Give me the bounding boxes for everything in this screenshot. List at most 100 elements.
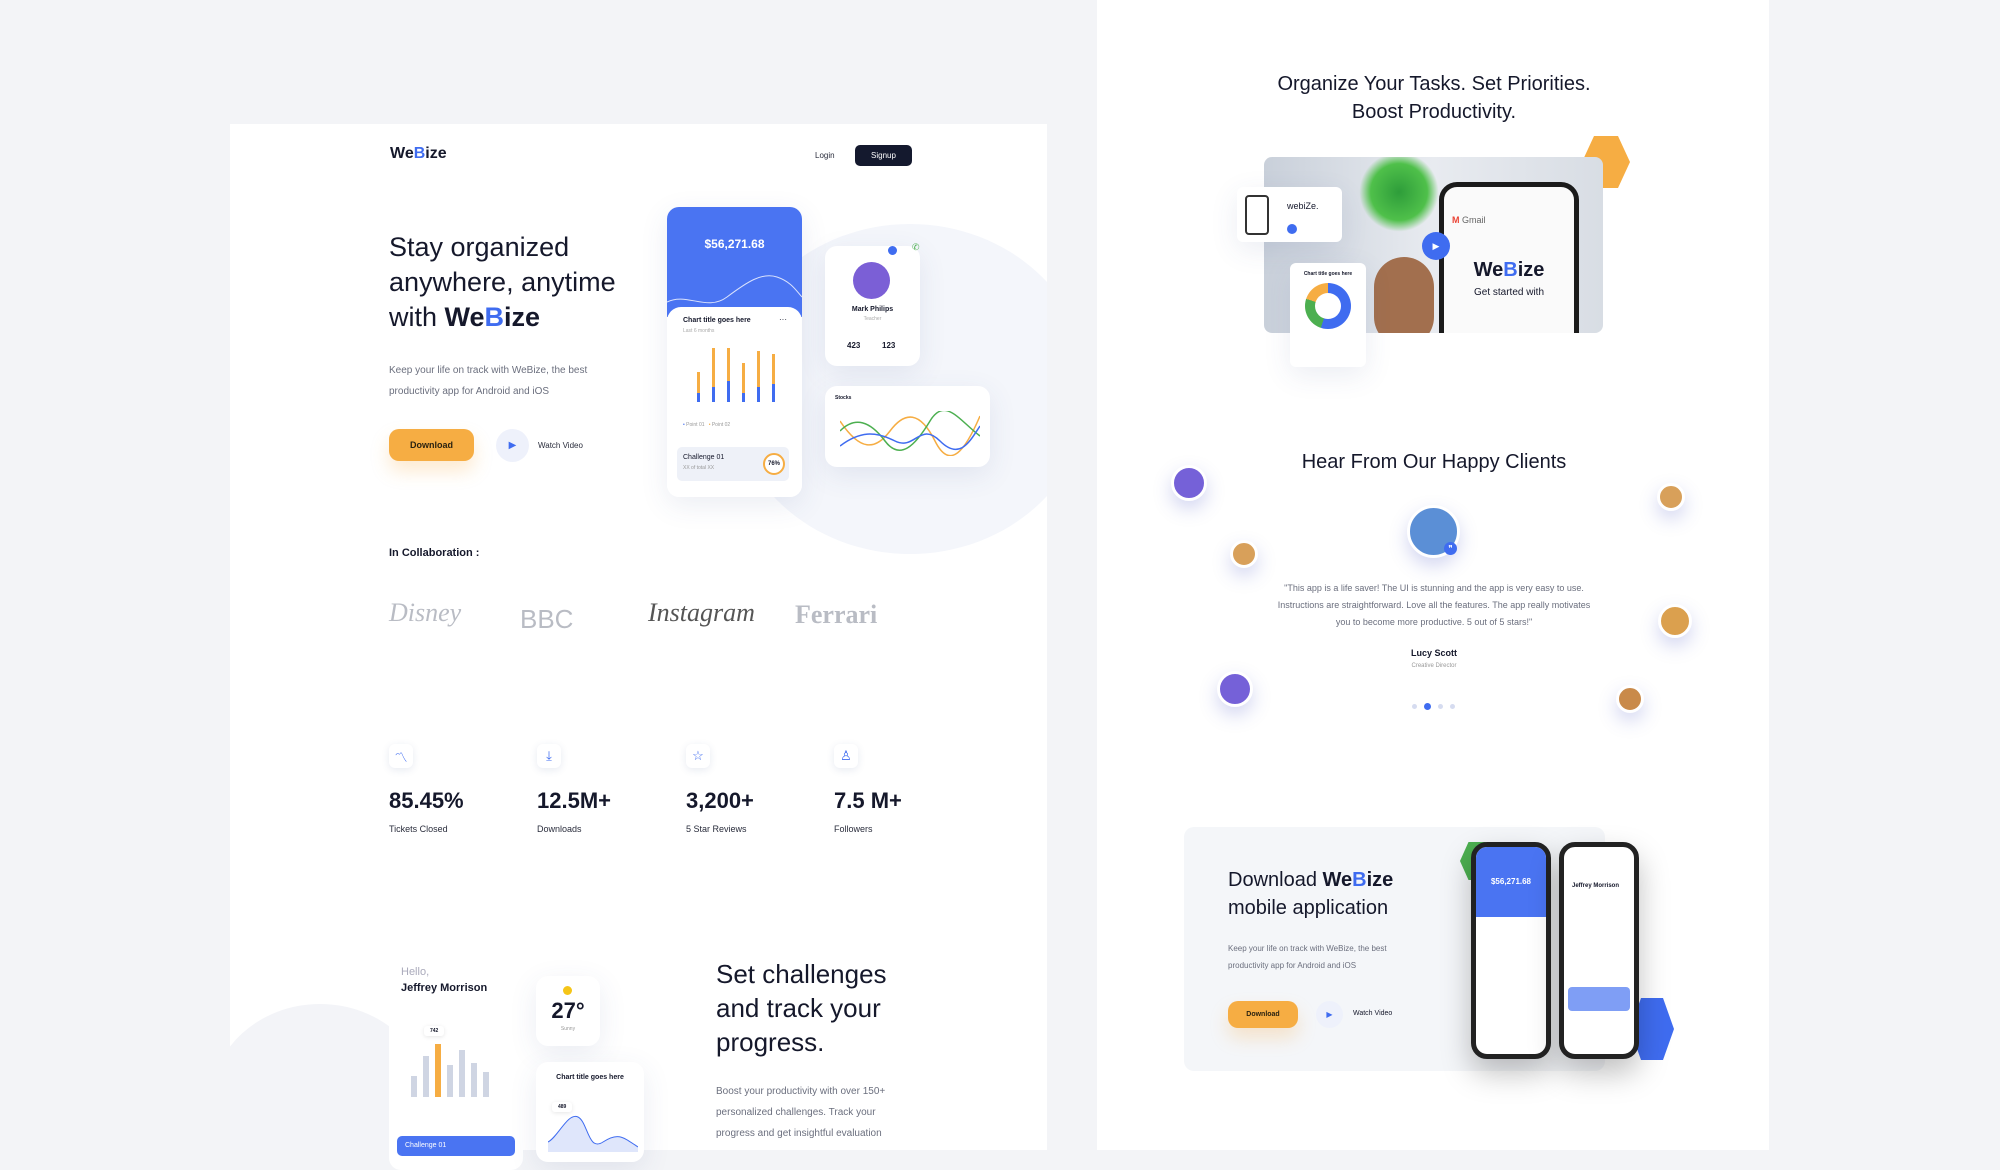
title-line: and track your: [716, 993, 881, 1023]
title-text: Download: [1228, 869, 1323, 891]
carousel-dot[interactable]: [1438, 704, 1443, 709]
plant-image: [1359, 157, 1439, 232]
phone-user: Jeffrey Morrison: [1572, 883, 1620, 889]
user-icon: ♙: [834, 744, 858, 768]
brand-accent: B: [1352, 869, 1367, 891]
temperature: 27°: [551, 998, 585, 1023]
login-link[interactable]: Login: [815, 151, 835, 160]
donut-card: Chart title goes here: [1290, 263, 1366, 367]
download-button[interactable]: Download: [389, 429, 474, 461]
phone-icon[interactable]: ✆: [912, 242, 920, 252]
legend-item: Point 02: [711, 422, 731, 428]
bar: [742, 393, 745, 402]
star-icon: ☆: [686, 744, 710, 768]
quote-line: Instructions are straightforward. Love a…: [1277, 600, 1591, 610]
hero-line: Stay organized: [389, 232, 570, 262]
stat-label: 5 Star Reviews: [686, 824, 747, 834]
logo-accent: B: [413, 145, 426, 162]
challenges-description: Boost your productivity with over 150+ p…: [716, 1081, 885, 1144]
desc-line: productivity app for Android and iOS: [389, 386, 550, 397]
download-title: Download WeBize mobile application: [1228, 866, 1393, 922]
quote-icon: ❞: [1444, 542, 1457, 555]
stat-value: 12.5M+: [537, 788, 611, 813]
promo-tagline: Get started with: [1473, 287, 1545, 298]
bar: [459, 1050, 465, 1097]
desc-line: Boost your productivity with over 150+: [716, 1086, 886, 1097]
profile-card: Mark Philips Teacher 423 123: [825, 246, 920, 366]
stat-label: Downloads: [537, 824, 582, 834]
challenge-sub: XX of total XX: [683, 465, 715, 471]
promo-brand: WeBize: [1444, 259, 1574, 282]
legend-item: Point 01: [686, 422, 705, 428]
client-avatar[interactable]: [1616, 685, 1644, 713]
sun-icon: [563, 986, 572, 995]
heading-line: Boost Productivity.: [1351, 101, 1517, 123]
carousel-dots: [1412, 703, 1455, 710]
client-avatar[interactable]: [1217, 671, 1253, 707]
bar-chart: [697, 347, 792, 402]
chart-title: Chart title goes here: [683, 317, 751, 324]
watch-video-link[interactable]: Watch Video: [538, 441, 583, 450]
stat-value: 3,200+: [686, 788, 754, 813]
play-button[interactable]: ▶: [496, 429, 529, 462]
quote-line: "This app is a life saver! The UI is stu…: [1284, 583, 1584, 593]
carousel-dot[interactable]: [1412, 704, 1417, 709]
weather-label: Sunny: [560, 1026, 576, 1032]
user-name: Jeffrey Morrison: [401, 982, 488, 994]
carousel-dot[interactable]: [1450, 704, 1455, 709]
client-avatar[interactable]: [1658, 604, 1692, 638]
bar: [411, 1075, 417, 1097]
chart-legend: • Point 01 • Point 02: [683, 422, 731, 428]
testimonial-quote: "This app is a life saver! The UI is stu…: [1184, 580, 1684, 631]
trend-icon: 〽: [389, 744, 413, 768]
instagram-logo[interactable]: Instagram: [648, 598, 755, 627]
title-line: Set challenges: [716, 959, 887, 989]
phone-mockup-dashboard: $56,271.68: [1471, 842, 1551, 1059]
bar: [727, 348, 730, 402]
hero-description: Keep your life on track with WeBize, the…: [389, 360, 587, 402]
balance-header: [667, 207, 802, 317]
client-avatar[interactable]: [1171, 465, 1207, 501]
donut-title: Chart title goes here: [1303, 271, 1353, 277]
stat-label: Followers: [834, 824, 873, 834]
video-play-button[interactable]: ▶: [1422, 232, 1450, 260]
title-line: progress.: [716, 1027, 825, 1057]
message-icon[interactable]: [888, 246, 897, 255]
brand: We: [1322, 869, 1353, 891]
client-avatar[interactable]: [1657, 483, 1685, 511]
bar: [757, 387, 760, 402]
weather-card: 27° Sunny: [536, 976, 600, 1046]
carousel-dot[interactable]: [1424, 703, 1431, 710]
gmail-text: Gmail: [1462, 215, 1486, 225]
challenge-progress-ring: 76%: [763, 453, 785, 475]
download-app-button[interactable]: Download: [1228, 1001, 1298, 1028]
brand: We: [444, 302, 485, 332]
watch-video-link[interactable]: Watch Video: [1353, 1010, 1393, 1017]
more-icon[interactable]: ···: [779, 315, 787, 324]
client-avatar[interactable]: [1230, 540, 1258, 568]
chart-subtitle: Last 6 months: [683, 328, 715, 334]
badge-value: 742: [430, 1028, 439, 1034]
disney-logo[interactable]: Disney: [389, 598, 462, 627]
mini-app-card: webiZe.: [1237, 187, 1342, 242]
bar: [712, 387, 715, 402]
chart-badge: 489: [552, 1102, 573, 1112]
challenge-button[interactable]: Challenge 01: [397, 1136, 515, 1156]
landing-panel: [230, 124, 1047, 1150]
ferrari-logo[interactable]: Ferrari: [795, 600, 878, 629]
logo[interactable]: WeBize: [390, 145, 447, 163]
badge-value: 489: [558, 1104, 567, 1110]
challenge-percent: 76%: [767, 461, 780, 467]
profile-name: Mark Philips: [851, 306, 894, 313]
stocks-card: Stocks: [825, 386, 990, 467]
promo-phone: M Gmail WeBize Get started with: [1439, 182, 1579, 333]
testimonials-title: Hear From Our Happy Clients: [1301, 451, 1567, 473]
play-icon: ▶: [1326, 1010, 1333, 1019]
bbc-logo[interactable]: BBC: [520, 604, 574, 634]
chart-panel: Chart title goes here ··· Last 6 months …: [667, 307, 802, 497]
desc-line: Keep your life on track with WeBize, the…: [1228, 944, 1387, 953]
challenge-card[interactable]: Challenge 01 XX of total XX 76%: [677, 447, 789, 481]
signup-button[interactable]: Signup: [855, 145, 912, 166]
brand-accent: B: [484, 302, 505, 332]
play-button[interactable]: ▶: [1316, 1001, 1343, 1028]
